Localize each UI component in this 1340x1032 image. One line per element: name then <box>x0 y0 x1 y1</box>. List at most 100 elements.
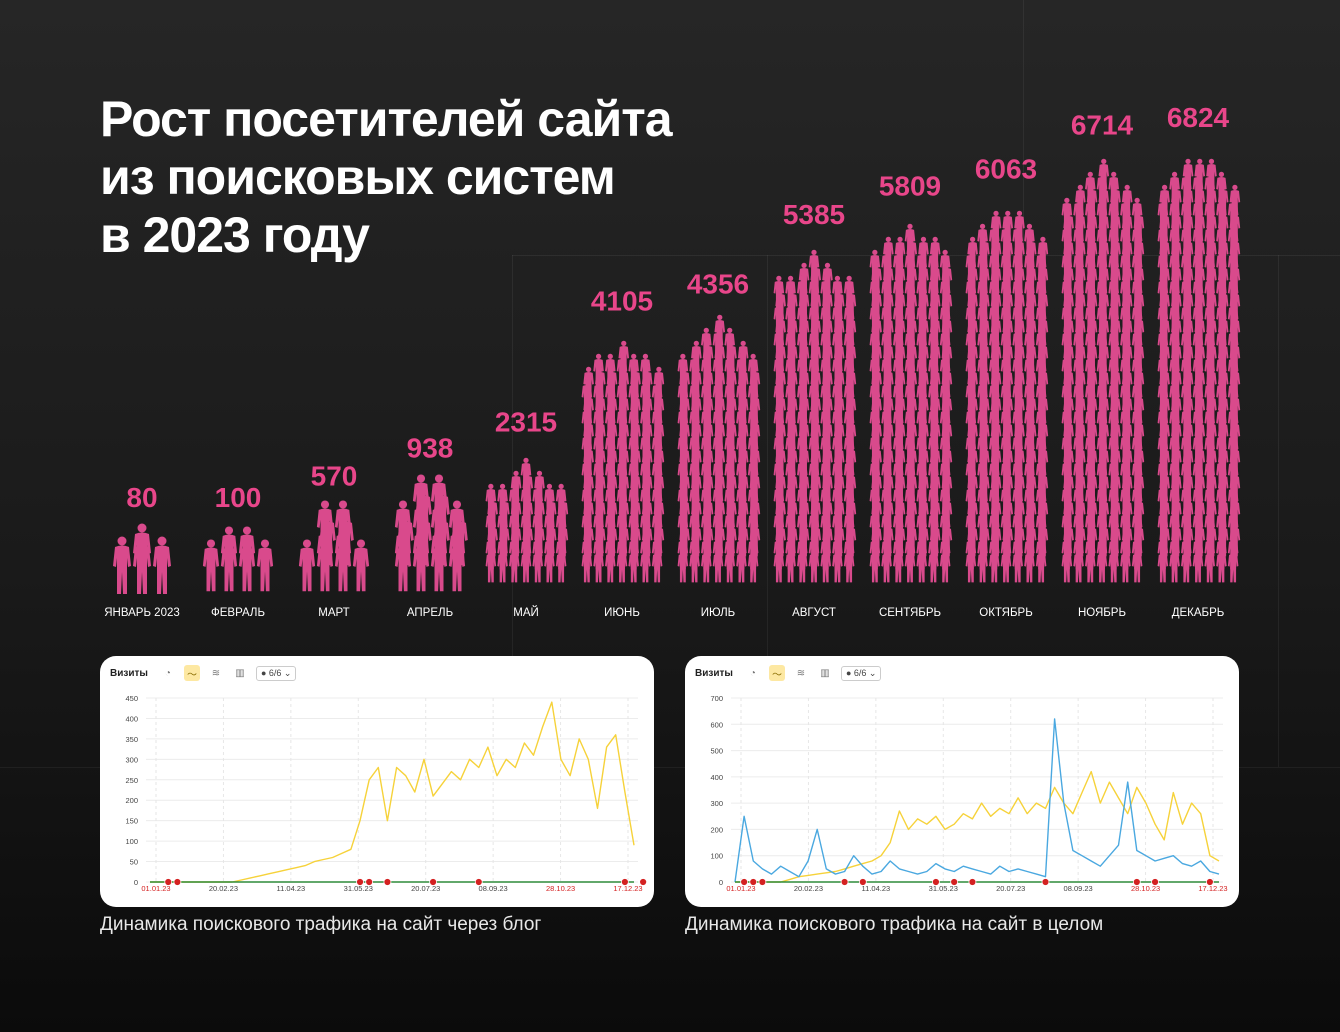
bar-value-label: 6824 <box>1167 102 1230 133</box>
category-label: МАРТ <box>318 607 349 619</box>
x-tick-label: 20.02.23 <box>794 884 823 893</box>
segment-dropdown[interactable]: ● 6/6 ⌄ <box>840 665 882 681</box>
event-marker[interactable] <box>173 878 182 886</box>
y-tick-label: 500 <box>710 747 723 756</box>
bar-value-label: 570 <box>311 460 358 491</box>
bar-people-group <box>869 223 953 583</box>
pie-view-icon[interactable]: ◔ <box>164 667 171 679</box>
y-tick-label: 250 <box>125 776 138 785</box>
y-tick-label: 700 <box>710 694 723 703</box>
y-tick-label: 200 <box>710 825 723 834</box>
title-line-2: из поисковых систем <box>100 149 616 205</box>
event-marker[interactable] <box>1205 878 1214 886</box>
x-tick-label: 20.07.23 <box>411 884 440 893</box>
x-tick-label: 20.07.23 <box>996 884 1025 893</box>
segment-dropdown[interactable]: ● 6/6 ⌄ <box>255 665 297 681</box>
event-marker[interactable] <box>749 878 758 886</box>
event-marker[interactable] <box>858 878 867 886</box>
pictogram-bar-chart: 80 ЯНВАРЬ 2023 100 ФЕВРАЛЬ 570 МАРТ 938 АПРЕЛЬ 2… <box>104 102 1241 619</box>
x-tick-label: 01.01.23 <box>726 884 755 893</box>
bar-view-icon[interactable]: ▥ <box>820 667 830 679</box>
event-marker[interactable] <box>968 878 977 886</box>
bar-people-group <box>581 340 665 583</box>
bar-value-label: 2315 <box>495 407 557 438</box>
segment-value: 6/6 <box>268 667 282 678</box>
y-tick-label: 600 <box>710 720 723 729</box>
category-label: НОЯБРЬ <box>1078 607 1126 619</box>
event-marker[interactable] <box>365 878 374 886</box>
category-label: ОКТЯБРЬ <box>979 607 1033 619</box>
event-marker[interactable] <box>429 878 437 886</box>
category-label: СЕНТЯБРЬ <box>879 607 941 619</box>
event-marker[interactable] <box>356 878 364 886</box>
category-label: МАЙ <box>513 606 539 619</box>
event-marker[interactable] <box>639 878 648 886</box>
bar-value-label: 6063 <box>975 153 1037 184</box>
y-tick-label: 0 <box>719 878 723 887</box>
area-view-icon[interactable]: ≋ <box>796 667 806 679</box>
x-tick-label: 28.10.23 <box>546 884 575 893</box>
y-tick-label: 100 <box>125 837 138 846</box>
line-view-icon[interactable]: 〜 <box>768 665 785 681</box>
event-marker[interactable] <box>758 878 767 886</box>
bar-value-label: 100 <box>215 482 262 513</box>
bar-people-group <box>965 210 1049 583</box>
x-tick-label: 01.01.23 <box>141 884 170 893</box>
chat-icon: ● <box>260 667 267 678</box>
x-tick-label: 08.09.23 <box>1064 884 1093 893</box>
y-tick-label: 300 <box>710 799 723 808</box>
chat-icon: ● <box>845 667 852 678</box>
x-tick-label: 28.10.23 <box>1131 884 1160 893</box>
bar-value-label: 938 <box>407 433 454 464</box>
bar-people-group <box>1157 158 1241 583</box>
event-marker[interactable] <box>164 878 173 886</box>
x-tick-label: 11.04.23 <box>277 884 306 893</box>
y-tick-label: 200 <box>125 796 138 805</box>
x-tick-label: 31.05.23 <box>929 884 958 893</box>
title-line-1: Рост посетителей сайта <box>100 91 673 147</box>
event-marker[interactable] <box>950 878 959 886</box>
bar-people-group <box>298 500 370 592</box>
event-marker[interactable] <box>740 878 749 886</box>
total-chart-caption: Динамика поискового трафика на сайт в це… <box>685 914 1104 935</box>
event-marker[interactable] <box>1041 878 1050 886</box>
total-line-chart: 700 600 500 400 300 200 100 001.01.23 20.02.23 11… <box>710 694 1227 893</box>
event-marker[interactable] <box>840 878 849 886</box>
event-marker[interactable] <box>620 878 629 886</box>
metric-label: Визиты <box>695 667 733 679</box>
bar-people-group <box>1061 158 1145 583</box>
bar-value-label: 6714 <box>1071 109 1134 140</box>
line-view-icon[interactable]: 〜 <box>183 665 200 681</box>
series-line-blog_visits <box>150 701 635 883</box>
decor-line <box>1278 255 1279 767</box>
category-label: ИЮЛЬ <box>701 607 735 619</box>
event-marker[interactable] <box>932 878 940 886</box>
event-marker[interactable] <box>383 878 392 886</box>
category-label: АПРЕЛЬ <box>407 607 453 619</box>
category-label: АВГУСТ <box>792 607 836 619</box>
bar-people-group <box>773 249 857 583</box>
y-tick-label: 450 <box>125 694 138 703</box>
y-tick-label: 50 <box>130 858 138 867</box>
y-tick-label: 150 <box>125 817 138 826</box>
bar-people-group <box>394 474 468 592</box>
y-tick-label: 350 <box>125 735 138 744</box>
event-marker[interactable] <box>1132 878 1141 886</box>
y-tick-label: 100 <box>710 852 723 861</box>
bar-view-icon[interactable]: ▥ <box>235 667 245 679</box>
series-line-total_visits <box>735 770 1220 883</box>
event-marker[interactable] <box>474 878 483 886</box>
blog-traffic-card: Визиты ◔ 〜 ≋ ▥ ● 6/6 ⌄ 450 400 350 300 250 20… <box>100 656 654 907</box>
bar-people-group <box>485 457 569 583</box>
decor-line <box>0 767 1340 768</box>
event-marker[interactable] <box>1151 878 1159 886</box>
y-tick-label: 400 <box>125 714 138 723</box>
area-view-icon[interactable]: ≋ <box>211 667 221 679</box>
bar-value-label: 5385 <box>783 199 845 230</box>
y-tick-label: 400 <box>710 773 723 782</box>
total-traffic-card: Визиты ◔ 〜 ≋ ▥ ● 6/6 ⌄ 700 600 500 400 300 20… <box>685 656 1239 907</box>
page-title: Рост посетителей сайта из поисковых сист… <box>100 90 673 264</box>
x-tick-label: 17.12.23 <box>1198 884 1227 893</box>
category-label: ИЮНЬ <box>604 607 640 619</box>
pie-view-icon[interactable]: ◔ <box>749 667 756 679</box>
